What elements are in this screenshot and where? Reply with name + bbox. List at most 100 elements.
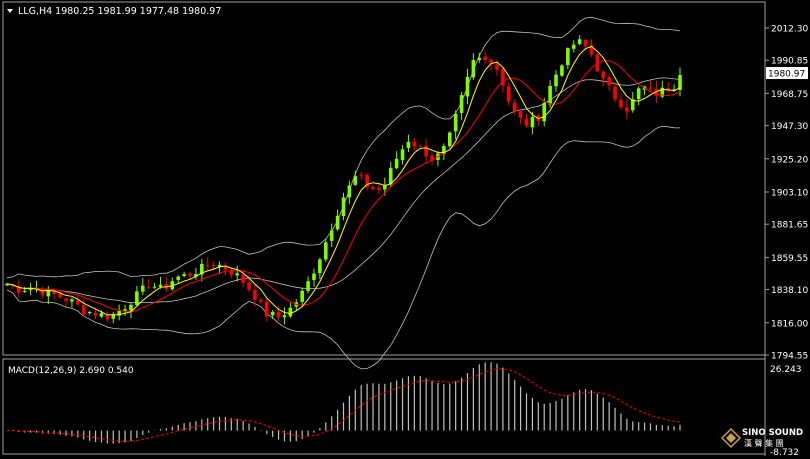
candle-body	[93, 313, 98, 316]
candle-body	[335, 215, 340, 230]
candle-body	[28, 287, 33, 290]
candle-body	[583, 39, 588, 46]
candle-body	[465, 76, 470, 97]
candle-body	[654, 88, 659, 96]
candle-body	[194, 274, 198, 277]
candle-body	[560, 65, 564, 76]
candle-body	[81, 305, 86, 314]
candle-body	[111, 314, 116, 319]
candle-body	[506, 86, 511, 102]
candle-body	[158, 284, 163, 287]
candle-body	[300, 290, 304, 302]
dropdown-triangle-icon[interactable]	[7, 9, 13, 13]
candle-body	[146, 287, 151, 289]
candle-body	[483, 56, 487, 61]
macd-signal-line	[6, 368, 681, 442]
candle-body	[76, 300, 80, 305]
bollinger-lower-line	[6, 125, 681, 370]
candle-body	[412, 141, 417, 147]
candle-body	[424, 146, 428, 157]
candle-body	[430, 155, 434, 161]
candle-body	[447, 132, 452, 147]
candle-body	[566, 48, 570, 66]
candle-body	[383, 185, 387, 190]
candle-body	[601, 71, 606, 79]
candle-body	[495, 64, 499, 70]
ma-slow-line	[6, 60, 681, 313]
candle-body	[589, 44, 594, 55]
macd-axis-bottom: -8.732	[770, 448, 799, 458]
candle-body	[625, 107, 629, 112]
current-price-label: 1980.97	[768, 70, 805, 80]
price-tick-label: 1816.00	[771, 319, 808, 329]
candle-body	[459, 95, 464, 114]
candle-body	[512, 102, 517, 112]
current-price-tag	[766, 67, 808, 79]
candle-body	[530, 116, 535, 128]
candle-body	[46, 289, 51, 297]
candle-body	[353, 176, 358, 185]
candle-body	[276, 311, 281, 317]
price-tick-label: 1947.30	[771, 122, 808, 132]
candle-body	[524, 118, 529, 126]
macd-histogram	[6, 362, 681, 444]
candle-body	[613, 86, 617, 100]
moving-averages	[6, 45, 681, 316]
price-tick-label: 1794.55	[771, 352, 808, 362]
candle-body	[241, 274, 245, 283]
candle-body	[217, 264, 222, 267]
price-tick-label: 2012.30	[771, 25, 808, 35]
candle-body	[471, 60, 476, 78]
candle-body	[87, 311, 92, 314]
candle-body	[235, 273, 240, 276]
candle-body	[223, 266, 228, 270]
candle-body	[152, 286, 157, 288]
candlestick-series	[5, 35, 682, 325]
candle-body	[52, 290, 57, 294]
candle-body	[70, 299, 74, 302]
candle-body	[140, 285, 145, 292]
candle-body	[135, 291, 139, 305]
candle-body	[371, 186, 375, 190]
price-axis-ticks: 2012.30 1990.85 1968.75 1947.30 1925.20 1903.…	[765, 25, 808, 362]
candle-body	[660, 87, 665, 97]
candle-body	[17, 285, 21, 293]
candle-body	[205, 265, 210, 267]
price-tick-label: 1925.20	[771, 155, 808, 165]
candle-body	[323, 242, 328, 260]
candle-body	[341, 197, 346, 217]
candle-body	[22, 290, 27, 292]
logo-brand-text: SINO SOUND	[742, 428, 803, 438]
candle-body	[453, 113, 458, 132]
candle-body	[247, 282, 251, 290]
candle-body	[64, 298, 68, 302]
candle-body	[264, 301, 269, 317]
candle-body	[554, 74, 558, 87]
candle-body	[648, 87, 653, 89]
candle-body	[489, 59, 493, 64]
candle-body	[182, 274, 186, 276]
candle-body	[577, 39, 582, 44]
candle-body	[542, 103, 547, 122]
candle-body	[58, 293, 62, 298]
symbol-ohlc-header: LLG,H4 1980.25 1981.99 1977.48 1980.97	[18, 6, 221, 17]
candle-body	[630, 99, 635, 111]
logo-subtitle-text: 漢 聲 集 團	[744, 438, 784, 448]
candle-body	[595, 54, 600, 72]
candle-body	[365, 174, 369, 188]
candle-body	[99, 313, 104, 317]
sino-sound-logo: SINO SOUND 漢 聲 集 團	[720, 427, 803, 449]
candle-body	[377, 187, 381, 190]
candle-body	[259, 300, 263, 302]
candle-body	[211, 265, 216, 267]
candle-body	[501, 69, 505, 86]
candle-body	[406, 141, 411, 148]
candle-body	[288, 307, 293, 317]
candle-body	[129, 304, 133, 311]
candle-body	[306, 281, 310, 291]
candle-body	[123, 309, 127, 312]
candle-body	[548, 85, 552, 105]
candle-body	[477, 58, 482, 61]
